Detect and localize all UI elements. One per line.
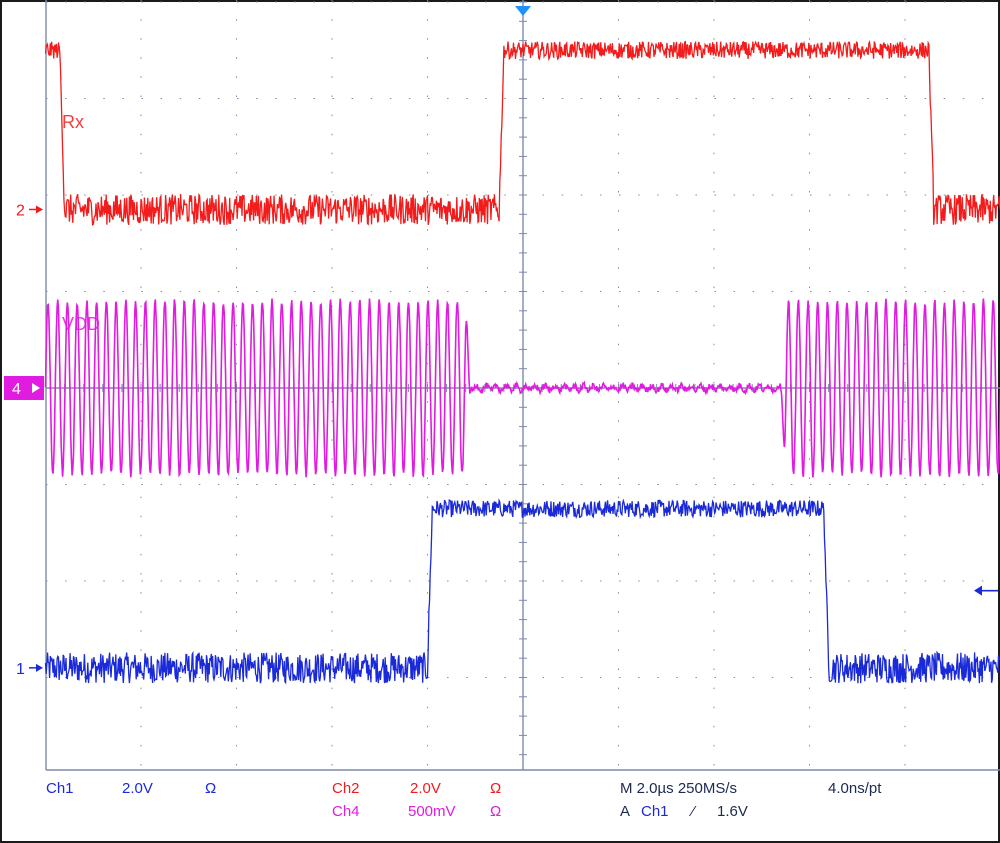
ch4-ref-arrow-icon [32,383,40,393]
trace-ch2 [44,40,1000,226]
timebase-readout: M 2.0µs 250MS/s [620,780,738,797]
ch4-label: Ch4 [332,803,360,820]
record-resolution: 4.0ns/pt [828,780,882,797]
channel-markers: 1 2 4 Rx VDD [4,112,998,678]
graticule [45,0,1000,771]
ch2-ref-arrowhead-icon [36,205,43,214]
ch4-coupling: Ω [490,803,502,820]
ch4-scale: 500mV [408,803,456,820]
trigger-slope-icon: ⁄ [692,803,695,820]
ch2-coupling: Ω [490,780,502,797]
ch2-ref-marker: 2 [16,202,25,219]
trigger-level: 1.6V [717,803,748,820]
ch1-ref-marker: 1 [16,661,25,678]
trigger-mode: A [620,803,631,820]
trace-ch4 [44,298,1000,478]
trace-label-vdd: VDD [62,314,100,334]
ch1-label: Ch1 [46,780,74,797]
ch1-scale: 2.0V [122,780,153,797]
ch2-scale: 2.0V [410,780,441,797]
trigger-position-marker [515,6,531,16]
trigger-level-arrow-icon [974,585,982,596]
waveform-traces [44,40,1000,685]
ch1-ref-arrowhead-icon [36,663,43,672]
ch2-label: Ch2 [332,780,360,797]
trace-label-rx: Rx [62,112,84,132]
trace-ch1 [44,498,1000,685]
ch4-ref-marker: 4 [12,381,21,398]
ch1-coupling: Ω [205,780,217,797]
trigger-source: Ch1 [641,803,669,820]
